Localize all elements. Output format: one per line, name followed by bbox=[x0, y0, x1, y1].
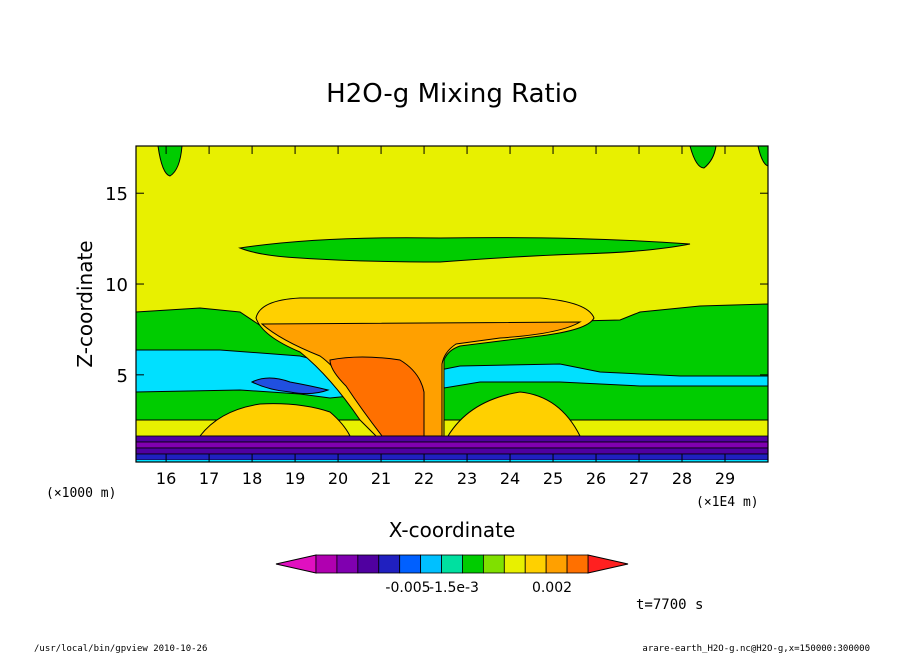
x-tick-label: 28 bbox=[672, 469, 692, 488]
colorbar-segment bbox=[566, 554, 589, 574]
x-tick-label: 25 bbox=[543, 469, 563, 488]
x-tick-label: 16 bbox=[156, 469, 176, 488]
contour-green-top-left bbox=[157, 145, 183, 177]
x-tick-label: 29 bbox=[715, 469, 735, 488]
x-axis: 16 17 18 19 20 21 22 23 24 25 26 27 28 29 bbox=[156, 146, 735, 488]
contour-plot-area bbox=[135, 145, 769, 463]
colorbar-labels: -0.005-1.5e-3 0.002 bbox=[385, 580, 572, 596]
colorbar-segment bbox=[357, 554, 380, 574]
x-tick-label: 24 bbox=[500, 469, 520, 488]
colorbar-arrow-right bbox=[587, 554, 629, 574]
contour-core bbox=[329, 356, 425, 437]
contour-green-upper bbox=[238, 237, 691, 263]
x-tick-label: 17 bbox=[199, 469, 219, 488]
colorbar-segment bbox=[524, 554, 547, 574]
x-tick-label: 23 bbox=[457, 469, 477, 488]
contour-boundary-band-3 bbox=[135, 447, 769, 455]
colorbar-segment bbox=[336, 554, 359, 574]
colorbar-segment bbox=[441, 554, 463, 574]
footer-left: /usr/local/bin/gpview 2010-10-26 bbox=[34, 644, 207, 654]
y-axis-label: Z-coordinate bbox=[73, 240, 97, 367]
contour-blue-blob bbox=[250, 377, 330, 395]
colorbar-label: 0.002 bbox=[532, 580, 572, 596]
footer-right: arare-earth_H2O-g.nc@H2O-g,x=150000:3000… bbox=[642, 644, 870, 654]
contour-boundary-band-4 bbox=[135, 453, 769, 461]
chart-title: H2O-g Mixing Ratio bbox=[326, 79, 578, 109]
plot-frame bbox=[135, 145, 769, 463]
x-tick-label: 19 bbox=[285, 469, 305, 488]
x-tick-label: 22 bbox=[414, 469, 434, 488]
colorbar-segment bbox=[420, 554, 442, 574]
time-label: t=7700 s bbox=[636, 597, 703, 613]
contour-boundary-band-1 bbox=[135, 435, 769, 443]
y-axis-unit: (×1000 m) bbox=[46, 486, 116, 501]
contour-lower-yellow-right bbox=[447, 391, 581, 437]
y-axis: 5 10 15 bbox=[105, 184, 768, 387]
colorbar-segment bbox=[503, 554, 526, 574]
y-tick-label: 5 bbox=[117, 366, 128, 387]
y-tick-label: 15 bbox=[105, 184, 128, 205]
y-tick-label: 10 bbox=[105, 275, 128, 296]
contour-boundary-band-2 bbox=[135, 441, 769, 449]
colorbar-arrow-left bbox=[275, 554, 317, 574]
x-tick-label: 26 bbox=[586, 469, 606, 488]
x-tick-label: 27 bbox=[629, 469, 649, 488]
x-tick-label: 20 bbox=[328, 469, 348, 488]
contour-lower-yellow-left bbox=[198, 403, 351, 437]
colorbar-label: -0.005 bbox=[385, 580, 430, 596]
colorbar-segment bbox=[315, 554, 338, 574]
colorbar bbox=[275, 554, 629, 574]
contour-green-top-right bbox=[689, 145, 717, 169]
colorbar-segment bbox=[399, 554, 422, 574]
colorbar-segment bbox=[482, 554, 505, 574]
x-tick-label: 21 bbox=[371, 469, 391, 488]
x-axis-label: X-coordinate bbox=[389, 518, 516, 542]
colorbar-segment bbox=[545, 554, 568, 574]
contour-anvil-inner bbox=[260, 321, 582, 437]
x-tick-label: 18 bbox=[242, 469, 262, 488]
contour-boundary-band-5 bbox=[136, 460, 768, 462]
colorbar-segment bbox=[378, 554, 401, 574]
colorbar-label: -1.5e-3 bbox=[429, 580, 479, 596]
colorbar-segment bbox=[462, 554, 484, 574]
x-axis-unit: (×1E4 m) bbox=[696, 495, 759, 510]
